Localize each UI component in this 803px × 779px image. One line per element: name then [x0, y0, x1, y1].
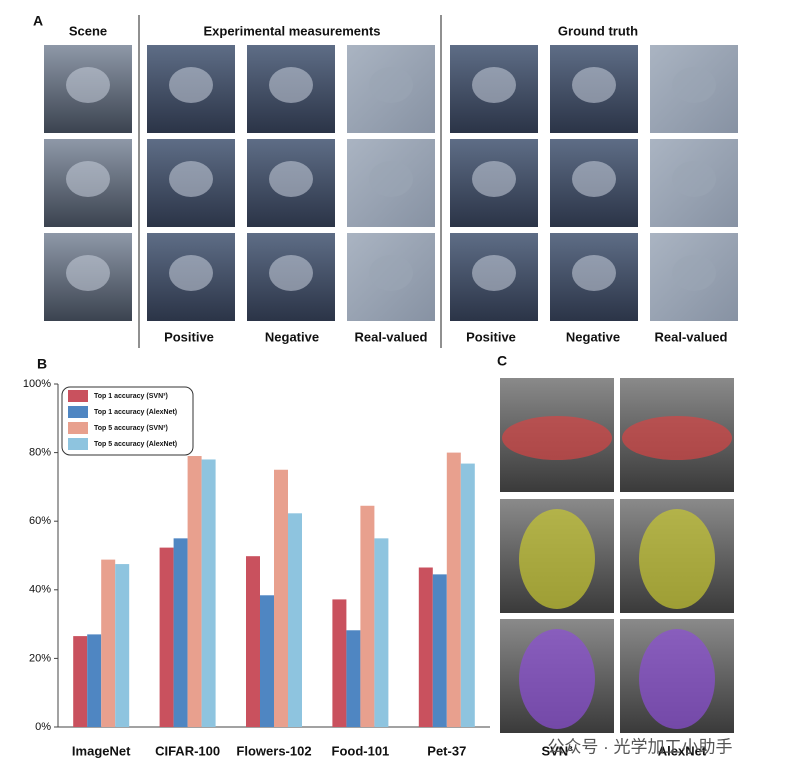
- bar: [374, 538, 389, 727]
- x-tick-label: Pet-37: [427, 743, 466, 758]
- bar: [187, 456, 202, 727]
- x-tick-label: CIFAR-100: [155, 743, 220, 758]
- bar: [446, 452, 461, 727]
- column-label: Positive: [466, 329, 516, 344]
- bar: [360, 505, 375, 727]
- bar: [73, 636, 88, 727]
- panel-b: B 0% 20% 40% 60% 80% 100% ImageNet CIFAR-100 Flo…: [23, 356, 490, 758]
- segmentation-overlay: [502, 416, 612, 460]
- y-tick-label: 0%: [35, 721, 51, 733]
- image-subject: [169, 255, 213, 291]
- legend-swatch: [68, 422, 88, 434]
- legend-swatch: [68, 406, 88, 418]
- image-subject: [369, 67, 413, 103]
- panel-label: C: [497, 353, 507, 369]
- image-subject: [169, 67, 213, 103]
- image-subject: [572, 255, 616, 291]
- segmentation-overlay: [519, 509, 595, 609]
- image-subject: [672, 161, 716, 197]
- panel-a: A Scene Experimental measurements Ground…: [33, 13, 738, 348]
- bar: [173, 538, 188, 727]
- segmentation-overlay: [639, 509, 715, 609]
- y-tick-label: 20%: [29, 652, 51, 664]
- column-header: Ground truth: [558, 23, 638, 38]
- panel-label: B: [37, 356, 47, 372]
- watermark: 公众号 · 光学加工小助手: [547, 737, 732, 756]
- bar: [432, 574, 447, 727]
- image-subject: [66, 67, 110, 103]
- bar: [87, 634, 102, 727]
- bar: [246, 556, 260, 727]
- panel-c: C SVN³ AlexNet: [497, 353, 734, 758]
- column-label: Negative: [566, 329, 620, 344]
- bar: [201, 459, 216, 727]
- image-subject: [169, 161, 213, 197]
- image-subject: [369, 255, 413, 291]
- image-subject: [269, 255, 313, 291]
- bar: [418, 567, 433, 727]
- bar: [346, 630, 361, 727]
- x-tick-label: Food-101: [332, 743, 390, 758]
- bar: [159, 547, 174, 727]
- column-label: AlexNet: [658, 743, 707, 758]
- y-tick-label: 80%: [29, 447, 51, 459]
- image-subject: [369, 161, 413, 197]
- legend-swatch: [68, 438, 88, 450]
- segmentation-overlay: [639, 629, 715, 729]
- bar: [332, 599, 347, 727]
- bar: [115, 564, 130, 727]
- image-subject: [472, 161, 516, 197]
- bar: [460, 463, 475, 727]
- segmentation-overlay: [519, 629, 595, 729]
- column-header: Experimental measurements: [203, 23, 380, 38]
- legend-label: Top 5 accuracy (SVN³): [94, 425, 168, 432]
- image-subject: [269, 67, 313, 103]
- legend-swatch: [68, 390, 88, 402]
- legend-label: Top 5 accuracy (AlexNet): [94, 441, 177, 448]
- bar: [260, 595, 274, 727]
- image-subject: [572, 161, 616, 197]
- image-subject: [572, 67, 616, 103]
- image-subject: [672, 255, 716, 291]
- panel-label: A: [33, 13, 43, 29]
- y-tick-label: 100%: [23, 378, 51, 390]
- y-tick-label: 60%: [29, 515, 51, 527]
- column-label: Negative: [265, 329, 319, 344]
- image-subject: [269, 161, 313, 197]
- column-label: Real-valued: [355, 329, 428, 344]
- image-subject: [472, 67, 516, 103]
- image-subject: [472, 255, 516, 291]
- legend-box: [61, 386, 194, 456]
- column-label: Real-valued: [655, 329, 728, 344]
- column-label: Positive: [164, 329, 214, 344]
- column-header: Scene: [69, 23, 107, 38]
- image-subject: [66, 161, 110, 197]
- legend-label: Top 1 accuracy (AlexNet): [94, 409, 177, 416]
- image-subject: [672, 67, 716, 103]
- segmentation-overlay: [622, 416, 732, 460]
- x-tick-label: Flowers-102: [236, 743, 311, 758]
- bar: [288, 513, 302, 727]
- bar: [274, 469, 288, 727]
- bar: [101, 559, 116, 727]
- y-tick-label: 40%: [29, 584, 51, 596]
- x-tick-label: ImageNet: [72, 743, 131, 758]
- image-subject: [66, 255, 110, 291]
- legend-label: Top 1 accuracy (SVN³): [94, 393, 168, 400]
- column-label: SVN³: [541, 743, 573, 758]
